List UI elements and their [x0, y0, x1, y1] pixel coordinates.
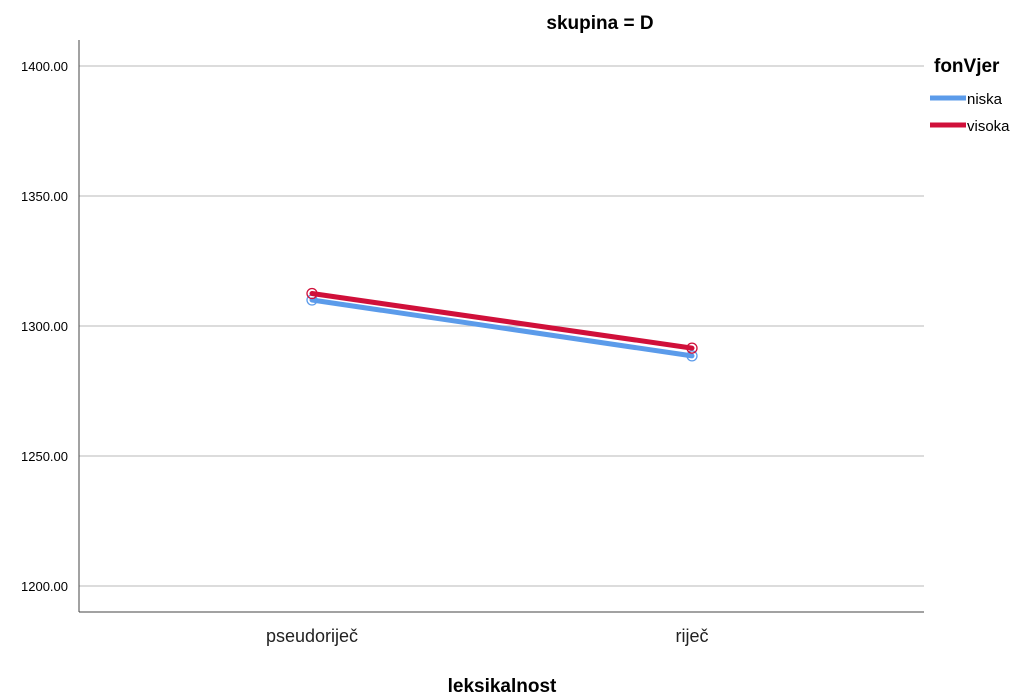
x-tick-labels: pseudoriječ riječ: [266, 626, 709, 646]
series-line-niska: [309, 297, 695, 359]
x-tick-label: riječ: [675, 626, 708, 646]
x-tick-label: pseudoriječ: [266, 626, 358, 646]
data-point-niska: [686, 350, 698, 362]
y-tick-label: 1200.00: [21, 579, 68, 594]
legend: fonVjer niska visoka: [930, 56, 1010, 135]
legend-label-niska: niska: [967, 91, 1003, 108]
y-tick-label: 1350.00: [21, 189, 68, 204]
axes: [78, 40, 924, 613]
series-line-visoka: [309, 291, 695, 351]
y-tick-label: 1250.00: [21, 449, 68, 464]
data-point-visoka: [306, 287, 318, 300]
x-axis-title: leksikalnost: [448, 676, 557, 697]
y-tick-labels: 1200.00 1250.00 1300.00 1350.00 1400.00: [21, 59, 68, 594]
series-lines: [306, 287, 698, 362]
chart-title: skupina = D: [546, 13, 653, 34]
legend-title: fonVjer: [934, 56, 1000, 77]
legend-label-visoka: visoka: [967, 118, 1010, 135]
data-point-visoka: [686, 342, 698, 354]
y-tick-label: 1400.00: [21, 59, 68, 74]
y-tick-label: 1300.00: [21, 319, 68, 334]
